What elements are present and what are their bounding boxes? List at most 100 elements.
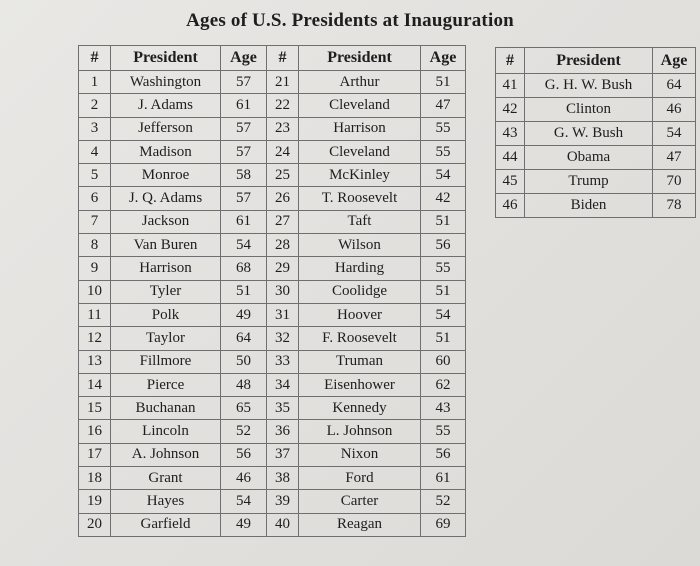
cell-age: 54 [420,163,466,188]
table-row: 20 Garfield 49 40 Reagan 69 [78,512,466,537]
table-row: 4 Madison 57 24 Cleveland 55 [78,139,466,165]
cell-president: J. Adams [110,93,221,118]
cell-president: Taylor [110,326,221,351]
cell-number: 44 [495,145,525,170]
cell-age: 51 [420,209,466,235]
cell-age: 47 [420,93,466,118]
cell-number: 6 [78,186,111,211]
cell-number: 46 [495,193,525,218]
header-row: # President Age [495,47,696,74]
col-header-age: Age [420,45,466,71]
cell-age: 52 [420,489,466,514]
cell-number: 28 [266,233,299,258]
cell-president: Cleveland [298,139,421,165]
cell-president: Hoover [298,302,421,328]
cell-number: 45 [495,169,525,194]
cell-age: 55 [420,419,466,444]
cell-age: 51 [220,279,267,304]
cell-age: 57 [220,139,267,165]
table-row: 44 Obama 47 [495,145,696,170]
cell-age: 65 [220,396,267,421]
col-header-num: # [78,45,111,71]
cell-number: 14 [78,372,111,398]
cell-number: 15 [78,396,111,421]
cell-age: 54 [220,233,267,258]
cell-number: 39 [266,489,299,514]
ages-table-right: # President Age 41 G. H. W. Bush 64 42 Clint… [495,47,696,218]
cell-number: 18 [78,466,111,491]
cell-president: Garfield [110,512,221,537]
cell-president: Madison [110,139,221,165]
table-row: 17 A. Johnson 56 37 Nixon 56 [78,442,466,468]
cell-age: 54 [220,489,267,514]
cell-number: 27 [266,209,299,235]
cell-number: 24 [266,139,299,165]
cell-number: 43 [495,121,525,146]
table-row: 18 Grant 46 38 Ford 61 [78,466,466,491]
cell-number: 25 [266,163,299,188]
cell-president: Cleveland [298,93,421,118]
col-header-age: Age [220,45,267,71]
cell-president: Monroe [110,163,221,188]
cell-president: G. W. Bush [524,121,653,146]
cell-president: Buchanan [110,396,221,421]
cell-number: 22 [266,93,299,118]
cell-age: 51 [420,69,466,95]
cell-number: 13 [78,349,111,374]
table-row: 7 Jackson 61 27 Taft 51 [78,209,466,235]
cell-president: G. H. W. Bush [524,73,653,98]
cell-number: 31 [266,302,299,328]
cell-age: 64 [652,73,696,98]
cell-number: 34 [266,372,299,398]
cell-age: 61 [220,209,267,235]
cell-number: 33 [266,349,299,374]
cell-age: 47 [652,145,696,170]
cell-president: Ford [298,466,421,491]
cell-age: 57 [220,116,267,141]
cell-president: Tyler [110,279,221,304]
cell-age: 49 [220,302,267,328]
table-row: 45 Trump 70 [495,169,696,194]
cell-number: 2 [78,93,111,118]
cell-age: 58 [220,163,267,188]
cell-president: Truman [298,349,421,374]
table-row: 19 Hayes 54 39 Carter 52 [78,489,466,514]
table-row: 10 Tyler 51 30 Coolidge 51 [78,279,466,304]
cell-number: 4 [78,139,111,165]
cell-president: Nixon [298,442,421,468]
cell-president: Kennedy [298,396,421,421]
table-row: 16 Lincoln 52 36 L. Johnson 55 [78,419,466,444]
cell-number: 11 [78,302,111,328]
cell-president: Obama [524,145,653,170]
table-row: 12 Taylor 64 32 F. Roosevelt 51 [78,326,466,351]
cell-president: Harrison [298,116,421,141]
cell-president: Hayes [110,489,221,514]
cell-age: 78 [652,193,696,218]
col-header-president: President [524,47,653,74]
cell-age: 51 [420,279,466,304]
cell-age: 56 [420,233,466,258]
col-header-num: # [266,45,299,71]
cell-number: 10 [78,279,111,304]
cell-president: F. Roosevelt [298,326,421,351]
cell-president: Trump [524,169,653,194]
cell-age: 57 [220,186,267,211]
cell-president: McKinley [298,163,421,188]
cell-age: 57 [220,69,267,95]
cell-president: Carter [298,489,421,514]
cell-number: 29 [266,256,299,281]
table-row: 15 Buchanan 65 35 Kennedy 43 [78,396,466,421]
cell-president: Reagan [298,512,421,537]
cell-president: Eisenhower [298,372,421,398]
cell-president: L. Johnson [298,419,421,444]
col-header-num: # [495,47,525,74]
cell-age: 46 [652,97,696,122]
cell-age: 64 [220,326,267,351]
col-header-president: President [298,45,421,71]
cell-age: 51 [420,326,466,351]
cell-president: A. Johnson [110,442,221,468]
cell-age: 68 [220,256,267,281]
cell-age: 43 [420,396,466,421]
cell-number: 17 [78,442,111,468]
